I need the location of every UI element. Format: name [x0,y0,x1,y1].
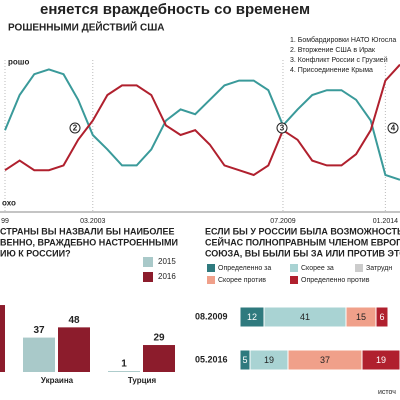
source: источ [378,389,396,396]
value-label: 12 [247,312,257,322]
bar [143,345,175,372]
annotation: охо [2,199,16,208]
x-tick-label: 01.2014 [373,218,398,225]
annotation: 3 [280,124,285,133]
x-tick-label: 03.2003 [80,218,105,225]
legend-swatch [290,264,298,272]
x-tick-label: Украина [41,376,74,385]
annotation: 2 [73,124,78,133]
legend-label: 2015 [158,257,176,266]
bar-title: ВЕННО, ВРАЖДЕБНО НАСТРОЕННЫМИ [0,237,178,247]
value-label: 37 [320,355,330,365]
note: 2. Вторжение США в Ирак [290,47,376,54]
bar-title: СЕЙЧАС ПОЛНОПРАВНЫМ ЧЛЕНОМ ЕВРОПЕЙСКОГО [205,236,400,247]
note: 1. Бомбардировки НАТО Югосла [290,36,396,44]
legend-swatch [355,264,363,272]
annotation-marker [276,122,288,134]
y-tick-label: 05.2016 [195,354,228,364]
legend-swatch [143,272,153,282]
line [4,68,400,181]
legend-swatch [207,264,215,272]
y-tick-label: 08.2009 [195,311,228,321]
bar-segment [361,349,400,371]
value-label: 29 [153,333,165,344]
legend-label: 2016 [158,272,176,281]
bar-segment [375,306,389,328]
annotation: 4 [391,124,396,133]
title: еняется враждебность со временем [40,1,310,18]
legend-label: Определенно против [301,277,370,284]
value-label: 19 [264,355,274,365]
x-tick-label: 07.2009 [270,218,295,225]
value-label: 19 [376,355,386,365]
legend-label: Затрудн [366,265,392,272]
value-label: 41 [300,312,310,322]
value-label: 5 [242,355,247,365]
subtitle: РОШЕННЫМИ ДЕЙСТВИЙ США [8,21,165,34]
annotation-marker [387,122,399,134]
bar [58,327,90,372]
value-label: 48 [68,315,80,326]
legend-label: Скорее за [301,265,334,272]
value-label: 1 [121,359,127,370]
annotation-marker [69,122,81,134]
legend-swatch [207,276,215,284]
value-label: 37 [33,325,45,336]
bar [108,371,140,372]
legend-swatch [290,276,298,284]
note: 3. Конфликт России с Грузией [290,56,388,64]
bar-title: ИЮ К РОССИИ? [0,248,71,258]
bar-title: ЕСЛИ БЫ У РОССИИ БЫЛА ВОЗМОЖНОСТЬ СТАТЬ [205,226,400,236]
bar [0,305,5,372]
bar-title: СТРАНЫ ВЫ НАЗВАЛИ БЫ НАИБОЛЕЕ [0,226,175,236]
bar-title: СОЮЗА, ВЫ БЫЛИ БЫ ЗА ИЛИ ПРОТИВ ЭТОГО? [205,248,400,258]
line [4,63,400,177]
bar [23,337,55,372]
annotation: рошо [8,58,29,67]
note: 4. Присоединение Крыма [290,67,373,74]
x-tick-label: Турция [128,376,157,385]
value-label: 6 [379,312,384,322]
legend-label: Определенно за [218,265,271,272]
legend-label: Скорее против [218,277,266,284]
value-label: 15 [356,312,366,322]
legend-swatch [143,257,153,267]
x-tick-label: 99 [1,218,9,225]
